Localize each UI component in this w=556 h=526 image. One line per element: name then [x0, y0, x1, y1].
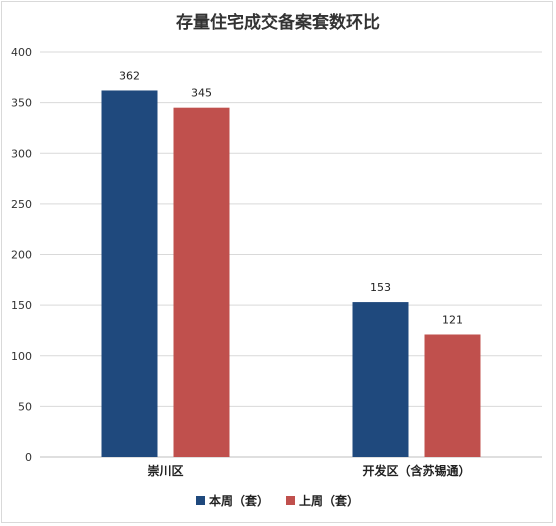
y-axis-ticks: 0 50 100 150 200 250 300 350 400	[11, 46, 32, 464]
y-tick-label: 250	[11, 198, 32, 211]
legend-label: 上周（套）	[299, 493, 359, 508]
legend-label: 本周（套）	[209, 493, 269, 508]
y-tick-label: 50	[18, 400, 32, 413]
y-tick-label: 350	[11, 97, 32, 110]
category-label: 开发区（含苏锡通）	[362, 463, 470, 478]
category-labels: 崇川区 开发区（含苏锡通）	[147, 463, 470, 478]
bars	[101, 90, 481, 457]
bar-1-1	[424, 334, 481, 457]
legend-swatch	[196, 496, 205, 505]
data-label: 121	[442, 313, 463, 326]
category-label: 崇川区	[147, 463, 183, 478]
y-tick-label: 100	[11, 350, 32, 363]
legend-swatch	[286, 496, 295, 505]
y-tick-label: 400	[11, 46, 32, 59]
y-tick-label: 200	[11, 249, 32, 262]
bar-0-0	[101, 90, 158, 457]
y-tick-label: 300	[11, 147, 32, 160]
data-labels: 362 345 153 121	[119, 69, 463, 326]
bar-0-1	[173, 107, 230, 457]
chart-title: 存量住宅成交备案套数环比	[176, 12, 380, 33]
legend: 本周（套） 上周（套）	[196, 493, 359, 508]
bar-1-0	[352, 302, 409, 457]
data-label: 362	[119, 69, 140, 82]
y-tick-label: 0	[25, 451, 32, 464]
data-label: 153	[370, 281, 391, 294]
y-tick-label: 150	[11, 299, 32, 312]
data-label: 345	[191, 87, 212, 100]
